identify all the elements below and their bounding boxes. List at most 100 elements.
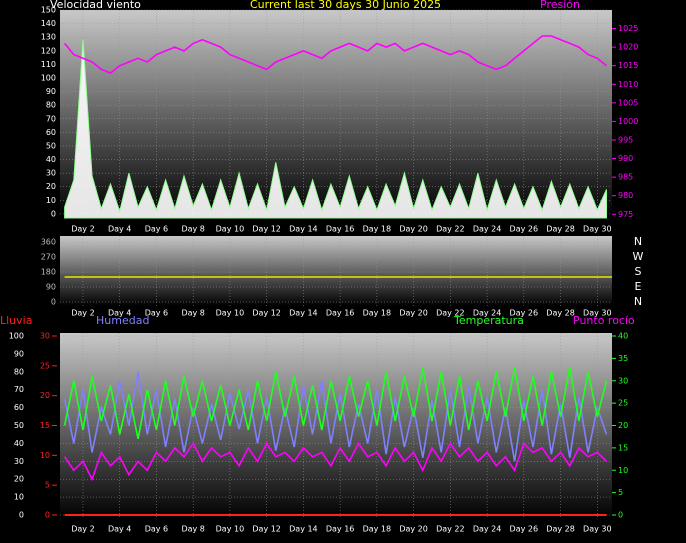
x-tick-label: Day 28 <box>546 309 575 318</box>
x-tick-label: Day 12 <box>252 225 281 234</box>
y2-tick-label: N <box>634 295 642 308</box>
series-line <box>63 441 608 482</box>
y3-tick-label: 30 <box>40 332 50 341</box>
y-tick-label: 10 <box>14 493 24 502</box>
y2-tick-label: 1025 <box>618 24 638 33</box>
y3-tick-label: 20 <box>40 391 50 400</box>
y-tick-label: 30 <box>46 169 56 178</box>
y-tick-label: 0 <box>51 209 56 218</box>
y-tick-label: 50 <box>14 421 24 430</box>
x-tick-label: Day 10 <box>216 309 245 318</box>
y2-tick-label: 985 <box>618 173 633 182</box>
wind-area <box>64 39 607 219</box>
y-tick-label: 130 <box>41 33 56 42</box>
x-tick-label: Day 8 <box>181 309 204 318</box>
y-tick-label: 110 <box>41 60 56 69</box>
y2-tick-label: 995 <box>618 136 633 145</box>
y-tick-label: 0 <box>51 298 56 307</box>
y-tick-label: 70 <box>46 114 56 123</box>
chart-title: Current last 30 days 30 Junio 2025 <box>250 0 441 11</box>
y-tick-label: 20 <box>14 475 24 484</box>
y2-tick-label: 975 <box>618 210 633 219</box>
x-tick-label: Day 6 <box>145 309 168 318</box>
legend-entry: Temperatura <box>453 314 524 327</box>
x-tick-label: Day 24 <box>473 309 502 318</box>
x-tick-label: Day 10 <box>216 225 245 234</box>
y2-tick-label: 10 <box>618 466 628 475</box>
x-tick-label: Day 30 <box>583 309 612 318</box>
x-tick-label: Day 28 <box>546 225 575 234</box>
y2-tick-label: 15 <box>618 443 628 452</box>
x-tick-label: Day 4 <box>108 225 131 234</box>
x-tick-label: Day 22 <box>436 309 465 318</box>
plot-area <box>60 236 612 306</box>
x-tick-label: Day 20 <box>399 525 428 534</box>
y3-tick-label: 5 <box>45 481 50 490</box>
x-tick-label: Day 22 <box>436 225 465 234</box>
y2-tick-label: 35 <box>618 354 628 363</box>
y-tick-label: 60 <box>46 128 56 137</box>
y2-tick-label: S <box>635 265 642 278</box>
x-tick-label: Day 6 <box>145 525 168 534</box>
x-tick-label: Day 22 <box>436 525 465 534</box>
x-tick-label: Day 14 <box>289 525 318 534</box>
x-tick-label: Day 18 <box>363 309 392 318</box>
x-tick-label: Day 24 <box>473 225 502 234</box>
y2-tick-label: E <box>635 280 642 293</box>
x-tick-label: Day 30 <box>583 225 612 234</box>
y-label: Velocidad viento <box>50 0 141 11</box>
x-tick-label: Day 8 <box>181 525 204 534</box>
x-tick-label: Day 16 <box>326 225 355 234</box>
y-tick-label: 270 <box>41 253 56 262</box>
y-tick-label: 80 <box>14 367 24 376</box>
x-tick-label: Day 2 <box>71 525 94 534</box>
y3-tick-label: 15 <box>40 421 50 430</box>
y-tick-label: 140 <box>41 19 56 28</box>
x-tick-label: Day 14 <box>289 225 318 234</box>
y-tick-label: 40 <box>14 439 24 448</box>
x-tick-label: Day 8 <box>181 225 204 234</box>
x-tick-label: Day 10 <box>216 525 245 534</box>
x-tick-label: Day 2 <box>71 225 94 234</box>
y2-tick-label: 1000 <box>618 117 638 126</box>
x-tick-label: Day 4 <box>108 525 131 534</box>
y2-tick-label: 30 <box>618 376 628 385</box>
y3-tick-label: 0 <box>45 511 50 520</box>
y2-tick-label: 990 <box>618 154 633 163</box>
x-tick-label: Day 20 <box>399 309 428 318</box>
x-tick-label: Day 30 <box>583 525 612 534</box>
y-tick-label: 60 <box>14 403 24 412</box>
y-tick-label: 80 <box>46 101 56 110</box>
y-tick-label: 120 <box>41 46 56 55</box>
y-tick-label: 180 <box>41 268 56 277</box>
y3-tick-label: 10 <box>40 451 50 460</box>
y2-tick-label: 1015 <box>618 61 638 70</box>
y2-tick-label: 25 <box>618 399 628 408</box>
y-tick-label: 90 <box>14 349 24 358</box>
x-tick-label: Day 28 <box>546 525 575 534</box>
legend-entry: Humedad <box>96 314 149 327</box>
y-tick-label: 70 <box>14 385 24 394</box>
y2-tick-label: 5 <box>618 488 623 497</box>
y-tick-label: 20 <box>46 182 56 191</box>
y-tick-label: 30 <box>14 457 24 466</box>
x-tick-label: Day 12 <box>252 309 281 318</box>
x-tick-label: Day 12 <box>252 525 281 534</box>
y-tick-label: 150 <box>41 6 56 15</box>
x-tick-label: Day 24 <box>473 525 502 534</box>
y-tick-label: 50 <box>46 141 56 150</box>
y-tick-label: 360 <box>41 238 56 247</box>
y2-tick-label: 1010 <box>618 80 638 89</box>
x-tick-label: Day 4 <box>108 309 131 318</box>
x-tick-label: Day 26 <box>510 225 539 234</box>
y-tick-label: 10 <box>46 196 56 205</box>
legend-entry: Lluvia <box>0 314 32 327</box>
y2-tick-label: 0 <box>618 511 623 520</box>
plot-area <box>60 10 612 218</box>
x-tick-label: Day 18 <box>363 525 392 534</box>
x-tick-label: Day 20 <box>399 225 428 234</box>
y-tick-label: 100 <box>9 332 24 341</box>
y-tick-label: 40 <box>46 155 56 164</box>
x-tick-label: Day 26 <box>510 309 539 318</box>
